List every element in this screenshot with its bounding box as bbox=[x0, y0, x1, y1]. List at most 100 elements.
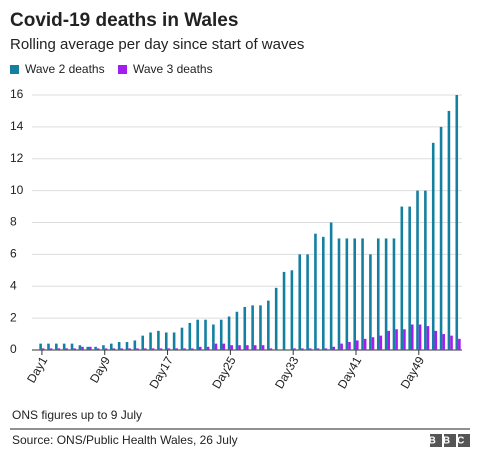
bar bbox=[102, 345, 105, 350]
bar bbox=[371, 337, 375, 350]
bar bbox=[41, 348, 45, 350]
bar bbox=[306, 254, 309, 350]
bar bbox=[70, 343, 74, 350]
bar bbox=[400, 206, 404, 350]
bar bbox=[204, 319, 207, 350]
bar bbox=[73, 348, 76, 350]
y-tick-label: 12 bbox=[10, 151, 24, 165]
bar bbox=[110, 343, 113, 350]
bar bbox=[243, 306, 247, 350]
y-tick-label: 16 bbox=[10, 87, 24, 101]
bar bbox=[259, 305, 262, 350]
bar bbox=[49, 348, 53, 350]
bar bbox=[447, 110, 451, 350]
bar bbox=[361, 238, 364, 350]
bar bbox=[144, 348, 147, 350]
bar bbox=[159, 348, 163, 350]
bar bbox=[408, 206, 411, 350]
bar bbox=[301, 348, 304, 350]
bar bbox=[86, 346, 90, 350]
bar bbox=[196, 319, 199, 350]
bar bbox=[308, 348, 312, 350]
x-tick-label: Day41 bbox=[335, 354, 365, 391]
bar bbox=[392, 238, 396, 350]
bar bbox=[251, 305, 254, 350]
bar bbox=[424, 190, 427, 350]
bar bbox=[348, 342, 351, 350]
bar bbox=[274, 287, 278, 350]
logo bbox=[430, 434, 470, 447]
bar bbox=[212, 324, 215, 350]
x-tick-label: Day17 bbox=[146, 354, 176, 391]
bar bbox=[206, 346, 210, 350]
bar bbox=[314, 233, 317, 350]
y-tick-label: 10 bbox=[10, 183, 24, 197]
bar bbox=[442, 334, 445, 350]
bar bbox=[89, 346, 92, 350]
bar bbox=[434, 330, 438, 350]
bar bbox=[167, 348, 171, 350]
bar bbox=[175, 348, 178, 350]
bar bbox=[149, 332, 152, 350]
bar bbox=[376, 238, 380, 350]
bar bbox=[439, 126, 443, 350]
bar bbox=[293, 348, 296, 350]
bar bbox=[369, 254, 372, 350]
bar bbox=[387, 330, 390, 350]
bar bbox=[261, 345, 265, 350]
bar bbox=[62, 343, 66, 350]
x-tick-label: Day25 bbox=[209, 354, 239, 391]
bar bbox=[172, 332, 176, 350]
legend-label: Wave 2 deaths bbox=[25, 62, 105, 76]
bar bbox=[47, 343, 50, 350]
bar bbox=[191, 348, 194, 350]
y-tick-label: 14 bbox=[10, 119, 24, 133]
bar bbox=[298, 254, 302, 350]
bar bbox=[345, 238, 349, 350]
bar bbox=[157, 330, 160, 350]
bar bbox=[57, 348, 61, 350]
bar bbox=[117, 342, 121, 350]
bar bbox=[198, 346, 202, 350]
bar bbox=[353, 238, 356, 350]
bar bbox=[219, 319, 223, 350]
x-tick-label: Day33 bbox=[272, 354, 302, 391]
legend-label: Wave 3 deaths bbox=[133, 62, 213, 76]
logo-text: BBC bbox=[429, 436, 472, 447]
bar bbox=[418, 324, 422, 350]
bar bbox=[458, 338, 461, 350]
bar bbox=[384, 238, 388, 350]
y-tick-label: 8 bbox=[10, 215, 17, 229]
bar bbox=[337, 238, 341, 350]
bar bbox=[416, 190, 419, 350]
x-tick-label: Day9 bbox=[87, 354, 113, 386]
bar bbox=[340, 343, 343, 350]
chart-title: Covid-19 deaths in Wales bbox=[10, 10, 238, 31]
bar bbox=[227, 316, 231, 350]
bar bbox=[128, 348, 131, 350]
bar bbox=[39, 343, 42, 350]
bar bbox=[395, 329, 398, 350]
bar bbox=[188, 322, 192, 350]
bar bbox=[104, 348, 108, 350]
bar bbox=[450, 335, 453, 350]
bar bbox=[410, 324, 414, 350]
bar bbox=[112, 348, 116, 350]
bar bbox=[222, 343, 226, 350]
bar bbox=[96, 348, 100, 350]
bar bbox=[141, 335, 144, 350]
chart-subtitle: Rolling average per day since start of w… bbox=[10, 36, 304, 53]
y-tick-label: 2 bbox=[10, 310, 17, 324]
bar bbox=[329, 222, 333, 350]
bar bbox=[235, 311, 239, 350]
bar bbox=[180, 327, 184, 350]
bar bbox=[214, 343, 218, 350]
bar bbox=[379, 335, 383, 350]
bar bbox=[282, 271, 286, 350]
bar bbox=[65, 348, 69, 350]
bar bbox=[322, 236, 325, 350]
bar bbox=[120, 348, 124, 350]
bar bbox=[230, 345, 233, 350]
bar bbox=[431, 142, 435, 350]
bar bbox=[316, 348, 320, 350]
